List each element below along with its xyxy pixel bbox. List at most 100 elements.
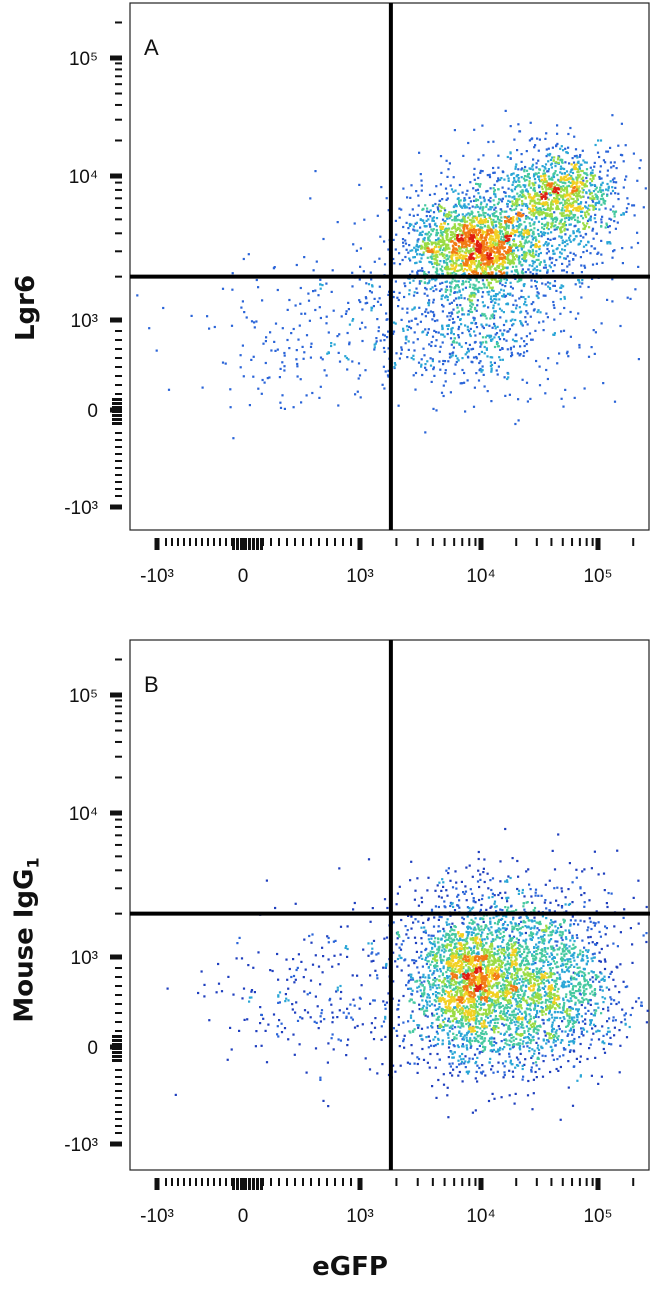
event-dot: [471, 230, 474, 233]
event-dot: [351, 271, 354, 274]
event-dot: [473, 288, 476, 291]
event-dot: [512, 345, 515, 348]
event-dot: [575, 185, 579, 188]
event-dot: [434, 889, 437, 892]
event-dot: [547, 232, 550, 235]
event-dot: [383, 263, 387, 266]
event-dot: [516, 149, 519, 152]
event-dot: [531, 163, 535, 166]
event-dot: [524, 300, 527, 303]
x-minor-tick: [461, 538, 464, 546]
event-dot: [600, 194, 603, 198]
event-dot: [546, 153, 549, 156]
event-dot: [523, 175, 527, 178]
event-dot: [535, 272, 538, 275]
event-dot: [493, 190, 496, 193]
event-dot: [435, 228, 438, 232]
event-dot: [516, 246, 519, 249]
event-dot: [409, 978, 412, 981]
y-minor-tick: [115, 197, 122, 200]
event-dot: [506, 217, 509, 220]
event-dot: [556, 142, 559, 145]
event-dot: [385, 318, 388, 321]
event-dot: [532, 268, 535, 271]
event-dot: [396, 892, 399, 895]
y-minor-tick: [115, 432, 122, 434]
event-dot: [435, 253, 438, 257]
event-dot: [521, 237, 524, 240]
event-dot: [545, 148, 548, 151]
y-minor-tick: [112, 422, 122, 425]
event-dot: [520, 168, 523, 171]
event-dot: [458, 289, 461, 292]
event-dot: [525, 381, 529, 384]
event-dot: [469, 308, 472, 311]
event-dot: [440, 391, 444, 394]
event-dot: [380, 186, 383, 189]
event-dot: [260, 392, 263, 395]
event-dot: [560, 230, 563, 233]
event-dot: [278, 1019, 281, 1022]
event-dot: [501, 261, 504, 264]
event-dot: [554, 170, 557, 173]
event-dot: [369, 974, 372, 977]
event-dot: [617, 1001, 620, 1004]
event-dot: [538, 190, 541, 194]
event-dot: [483, 230, 486, 234]
event-dot: [590, 245, 593, 248]
event-dot: [321, 284, 324, 287]
event-dot: [518, 278, 521, 281]
event-dot: [555, 208, 558, 211]
event-dot: [469, 278, 472, 281]
event-dot: [465, 220, 469, 223]
event-dot: [525, 203, 528, 206]
event-dot: [504, 221, 507, 224]
event-dot: [434, 905, 437, 908]
event-dot: [584, 1022, 587, 1025]
event-dot: [530, 1056, 533, 1059]
event-dot: [612, 210, 615, 213]
event-dot: [421, 267, 424, 270]
event-dot: [260, 1044, 263, 1047]
event-dot: [287, 987, 290, 990]
event-dot: [461, 232, 464, 235]
event-dot: [292, 327, 295, 331]
event-dot: [556, 196, 559, 199]
event-dot: [412, 358, 415, 361]
event-dot: [493, 268, 496, 271]
event-dot: [407, 227, 410, 230]
event-dot: [264, 1029, 267, 1032]
event-dot: [487, 284, 490, 287]
event-dot: [503, 261, 507, 264]
event-dot: [560, 235, 563, 238]
event-dot: [529, 254, 533, 257]
event-dot: [629, 1013, 632, 1017]
event-dot: [517, 257, 521, 260]
event-dot: [427, 250, 430, 253]
event-dot: [473, 308, 477, 311]
event-dot: [376, 300, 380, 303]
event-dot: [571, 901, 574, 904]
event-dot: [481, 256, 484, 259]
event-dot: [436, 269, 439, 272]
event-dot: [393, 366, 396, 369]
event-dot: [507, 224, 510, 227]
event-dot: [565, 186, 568, 189]
event-dot: [504, 294, 508, 297]
event-dot: [376, 1072, 379, 1075]
event-dot: [261, 378, 264, 382]
event-dot: [606, 174, 609, 177]
event-dot: [455, 259, 458, 262]
event-dot: [399, 1064, 402, 1067]
event-dot: [606, 241, 609, 244]
event-dot: [540, 235, 543, 238]
event-dot: [496, 1070, 499, 1073]
event-dot: [433, 246, 437, 249]
event-dot: [283, 354, 286, 357]
event-dot: [279, 367, 282, 370]
event-dot: [566, 1034, 569, 1037]
event-dot: [286, 978, 289, 981]
event-dot: [590, 192, 593, 195]
event-dot: [597, 1038, 601, 1041]
event-dot: [364, 302, 367, 305]
